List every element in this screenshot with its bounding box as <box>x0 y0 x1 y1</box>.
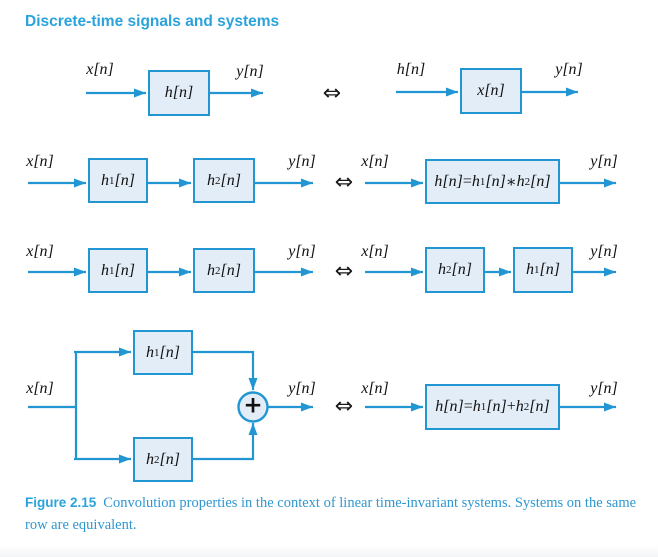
signal-label-y: y[n] <box>288 153 316 170</box>
signal-label-y: y[n] <box>590 243 618 260</box>
equivalence-arrow: ⇔ <box>334 259 354 284</box>
block-h: h [n] <box>148 70 210 116</box>
signal-label-y: y[n] <box>236 63 264 80</box>
signal-label-x: x[n] <box>361 243 389 260</box>
signal-label-y: y[n] <box>288 380 316 397</box>
block-h1: h 1 [n] <box>513 247 573 293</box>
page-edge-shadow <box>0 545 658 557</box>
block-h1: h 1 [n] <box>133 330 193 375</box>
signal-label-y: y[n] <box>288 243 316 260</box>
block-h2: h 2 [n] <box>193 248 255 293</box>
signal-label-y: y[n] <box>590 380 618 397</box>
wire <box>193 423 258 461</box>
block-h2: h 2 [n] <box>193 158 255 203</box>
equivalence-arrow: ⇔ <box>322 81 342 106</box>
signal-label-y: y[n] <box>590 153 618 170</box>
block-x: x [n] <box>460 68 522 114</box>
page-title: Discrete-time signals and systems <box>25 13 280 30</box>
signal-label-x: x[n] <box>86 61 114 78</box>
signal-label-x: x[n] <box>26 243 54 260</box>
block-h1: h 1 [n] <box>88 158 148 203</box>
signal-label-x: x[n] <box>361 153 389 170</box>
figure-caption-label: Figure 2.15 <box>25 495 97 510</box>
equivalence-arrow: ⇔ <box>334 170 354 195</box>
block-h-convolution: h[n] = h 1 [n] ∗ h 2 [n] <box>425 159 560 204</box>
figure-caption-text: Convolution properties in the context of… <box>25 495 637 533</box>
sum-junction <box>237 391 269 423</box>
signal-label-x: x[n] <box>26 153 54 170</box>
wire <box>193 350 258 390</box>
equivalence-arrow: ⇔ <box>334 394 354 419</box>
signal-label-x: x[n] <box>361 380 389 397</box>
block-h2: h 2 [n] <box>425 247 485 293</box>
figure-caption: Figure 2.15 Convolution properties in the… <box>25 492 647 536</box>
signal-label-h: h[n] <box>396 61 426 78</box>
block-h-sum: h[n] = h 1 [n] + h 2 [n] <box>425 384 560 430</box>
sum-plus: + <box>243 392 263 419</box>
signal-label-y: y[n] <box>555 61 583 78</box>
block-h2: h 2 [n] <box>133 437 193 482</box>
signal-label-x: x[n] <box>26 380 54 397</box>
wire-branch-trunk <box>28 351 78 460</box>
block-h1: h 1 [n] <box>88 248 148 293</box>
